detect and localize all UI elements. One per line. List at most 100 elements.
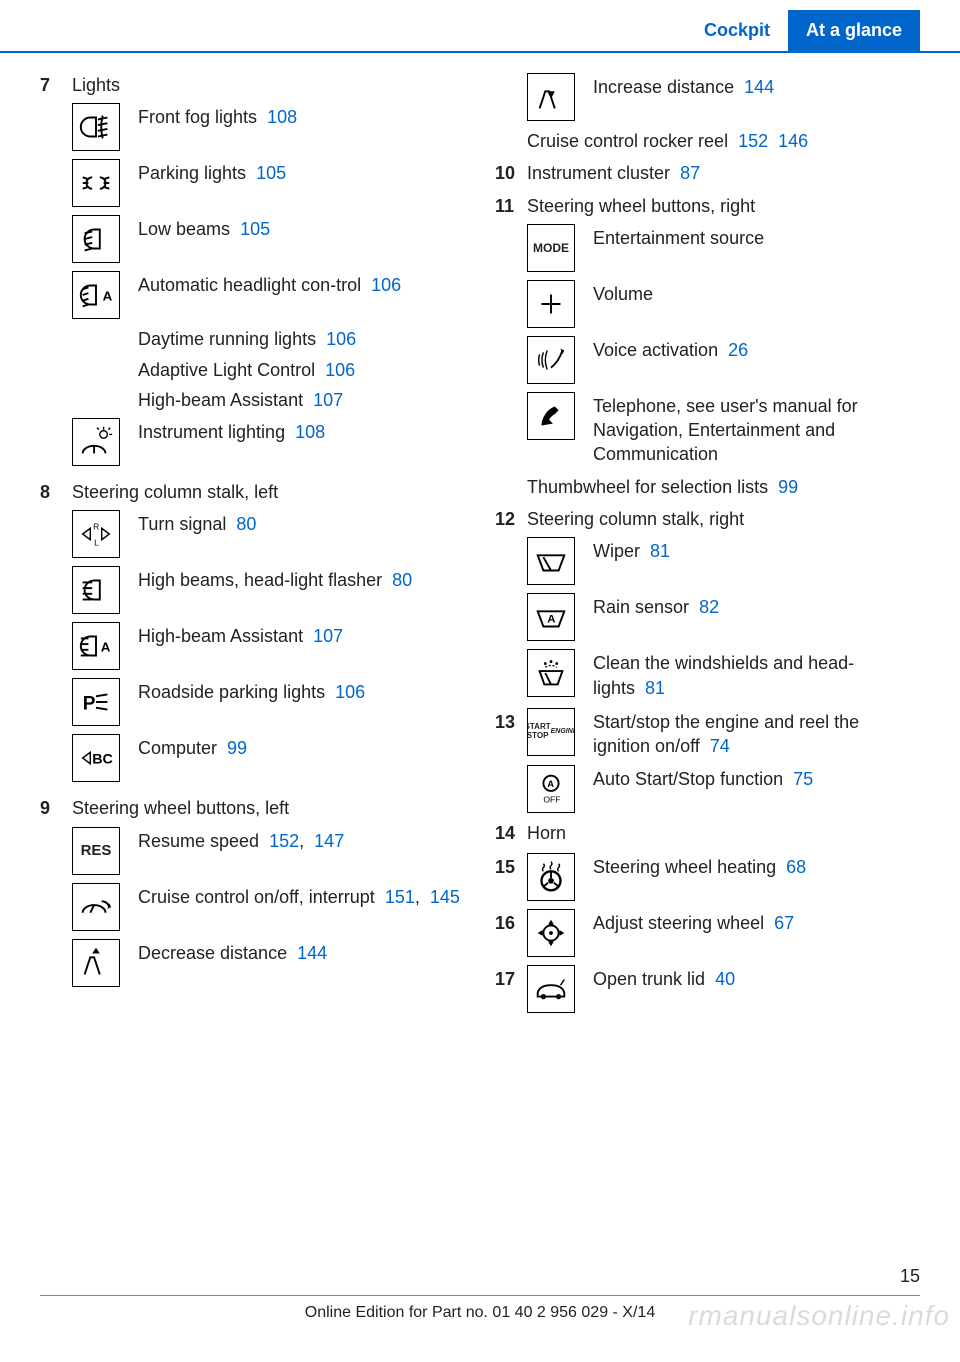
page-ref[interactable]: 105: [240, 219, 270, 239]
item-label: Increase distance: [593, 77, 734, 97]
item-label: Front fog lights: [138, 107, 257, 127]
page-ref[interactable]: 81: [645, 678, 665, 698]
item-text: Open trunk lid 40: [593, 965, 920, 1013]
item-label: Clean the windshields and head‐lights: [593, 653, 854, 697]
left-column: 7 Lights Front fog lights 108 Parking li…: [40, 73, 465, 1019]
page-ref[interactable]: 152: [269, 831, 299, 851]
volume-icon: [527, 280, 575, 328]
item-text: Adjust steering wheel 67: [593, 909, 920, 957]
page-ref[interactable]: 152: [738, 131, 768, 151]
page-ref[interactable]: 82: [699, 597, 719, 617]
page-ref[interactable]: 106: [326, 329, 356, 349]
item-highbeam: High beams, head‐light flasher 80: [40, 566, 465, 614]
page-ref[interactable]: 144: [744, 77, 774, 97]
section-13-header: 13 STARTSTOPENGINE Start/stop the engine…: [495, 708, 920, 759]
page-ref[interactable]: 99: [227, 738, 247, 758]
item-label: Decrease distance: [138, 943, 287, 963]
telephone-icon: [527, 392, 575, 440]
high-beam-assistant-icon: A: [72, 622, 120, 670]
svg-text:L: L: [94, 538, 99, 548]
sep: ,: [415, 887, 420, 907]
cruise-control-icon: [72, 883, 120, 931]
page-ref[interactable]: 145: [430, 887, 460, 907]
section-9-header: 9 Steering wheel buttons, left: [40, 796, 465, 820]
section-num: 16: [495, 909, 527, 957]
section-17-header: 17 Open trunk lid 40: [495, 965, 920, 1013]
page-ref[interactable]: 80: [392, 570, 412, 590]
note-cruise-rocker: Cruise control rocker reel 152 146: [495, 129, 920, 153]
page-ref[interactable]: 151: [385, 887, 415, 907]
item-text: Front fog lights 108: [138, 103, 465, 129]
auto-start-stop-icon: AOFF: [527, 765, 575, 813]
item-label: Voice activation: [593, 340, 718, 360]
svg-text:A: A: [103, 289, 113, 304]
page-ref[interactable]: 26: [728, 340, 748, 360]
item-label: Roadside parking lights: [138, 682, 325, 702]
item-hba-icon: A High-beam Assistant 107: [40, 622, 465, 670]
page-ref[interactable]: 74: [710, 736, 730, 756]
page-ref[interactable]: 106: [335, 682, 365, 702]
page-ref[interactable]: 75: [793, 769, 813, 789]
item-label: Instrument cluster: [527, 163, 670, 183]
item-text: Turn signal 80: [138, 510, 465, 536]
page-ref[interactable]: 40: [715, 969, 735, 989]
watermark: rmanualsonline.info: [688, 1300, 950, 1332]
section-num: 10: [495, 161, 527, 185]
page-ref[interactable]: 107: [313, 390, 343, 410]
page-ref[interactable]: 107: [313, 626, 343, 646]
item-text: Instrument lighting 108: [138, 418, 465, 444]
page-ref[interactable]: 144: [297, 943, 327, 963]
item-label: Adjust steering wheel: [593, 913, 764, 933]
item-text: Steering wheel heating 68: [593, 853, 920, 901]
page-ref[interactable]: 81: [650, 541, 670, 561]
page-ref[interactable]: 68: [786, 857, 806, 877]
section-15-header: 15 Steering wheel heating 68: [495, 853, 920, 901]
page-ref[interactable]: 146: [778, 131, 808, 151]
page-ref[interactable]: 105: [256, 163, 286, 183]
item-text: Rain sensor 82: [593, 593, 920, 619]
page-ref[interactable]: 80: [236, 514, 256, 534]
wash-icon: [527, 649, 575, 697]
svg-text:A: A: [101, 640, 111, 655]
content: 7 Lights Front fog lights 108 Parking li…: [0, 73, 960, 1019]
section-title: Steering column stalk, left: [72, 480, 278, 504]
item-lowbeam: Low beams 105: [40, 215, 465, 263]
svg-text:P: P: [83, 694, 96, 715]
item-park: Parking lights 105: [40, 159, 465, 207]
svg-text:OFF: OFF: [543, 794, 560, 804]
page-ref[interactable]: 108: [267, 107, 297, 127]
item-label: Adaptive Light Control: [138, 360, 315, 380]
section-title: Steering wheel buttons, right: [527, 194, 755, 218]
page-ref[interactable]: 106: [325, 360, 355, 380]
item-drl: Daytime running lights 106: [40, 327, 465, 351]
page-ref[interactable]: 147: [314, 831, 344, 851]
item-text: Decrease distance 144: [138, 939, 465, 965]
item-res: RES Resume speed 152, 147: [40, 827, 465, 875]
item-text: Cruise control on/off, interrupt 151, 14…: [138, 883, 465, 909]
item-label: Volume: [593, 284, 653, 304]
section-7-header: 7 Lights: [40, 73, 465, 97]
item-text: High beams, head‐light flasher 80: [138, 566, 465, 592]
item-label: Steering wheel heating: [593, 857, 776, 877]
page-ref[interactable]: 87: [680, 163, 700, 183]
item-label: Daytime running lights: [138, 329, 316, 349]
item-text: Volume: [593, 280, 920, 306]
tab-cockpit: Cockpit: [686, 10, 788, 51]
page-ref[interactable]: 99: [778, 477, 798, 497]
start-stop-icon: STARTSTOPENGINE: [527, 708, 575, 756]
page-number: 15: [0, 1266, 960, 1295]
page-ref[interactable]: 67: [774, 913, 794, 933]
item-label: Cruise control rocker reel: [527, 131, 728, 151]
section-title: Horn: [527, 821, 566, 845]
item-turn: RL Turn signal 80: [40, 510, 465, 558]
item-label: Computer: [138, 738, 217, 758]
item-text: Auto Start/Stop function 75: [593, 765, 920, 791]
item-rain: A Rain sensor 82: [495, 593, 920, 641]
item-roadp: P Roadside parking lights 106: [40, 678, 465, 726]
item-label: Turn signal: [138, 514, 226, 534]
page-ref[interactable]: 106: [371, 275, 401, 295]
item-fog: Front fog lights 108: [40, 103, 465, 151]
page-ref[interactable]: 108: [295, 422, 325, 442]
item-label: Entertainment source: [593, 228, 764, 248]
item-text: Low beams 105: [138, 215, 465, 241]
